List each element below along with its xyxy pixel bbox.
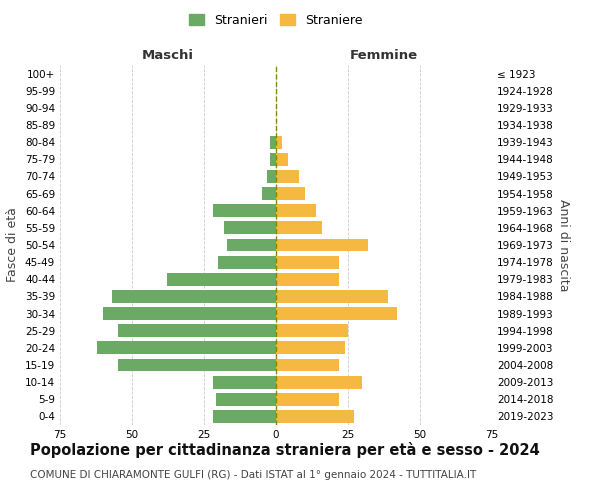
Bar <box>270 136 276 148</box>
Bar <box>262 187 276 200</box>
Bar <box>276 342 345 354</box>
Text: Popolazione per cittadinanza straniera per età e sesso - 2024: Popolazione per cittadinanza straniera p… <box>30 442 540 458</box>
Bar <box>212 204 276 217</box>
Bar <box>276 393 340 406</box>
Bar <box>276 273 340 285</box>
Bar <box>276 376 362 388</box>
Bar <box>276 290 388 303</box>
Bar <box>276 204 316 217</box>
Bar <box>268 170 276 183</box>
Text: Femmine: Femmine <box>350 48 418 62</box>
Bar <box>215 393 276 406</box>
Bar <box>103 307 276 320</box>
Bar <box>276 136 282 148</box>
Bar <box>276 153 287 166</box>
Y-axis label: Anni di nascita: Anni di nascita <box>557 198 570 291</box>
Legend: Stranieri, Straniere: Stranieri, Straniere <box>184 8 368 32</box>
Bar <box>167 273 276 285</box>
Bar <box>227 238 276 252</box>
Y-axis label: Fasce di età: Fasce di età <box>7 208 19 282</box>
Bar <box>270 153 276 166</box>
Bar <box>118 324 276 337</box>
Bar <box>212 410 276 423</box>
Text: COMUNE DI CHIARAMONTE GULFI (RG) - Dati ISTAT al 1° gennaio 2024 - TUTTITALIA.IT: COMUNE DI CHIARAMONTE GULFI (RG) - Dati … <box>30 470 476 480</box>
Bar <box>112 290 276 303</box>
Bar <box>276 222 322 234</box>
Bar <box>276 256 340 268</box>
Bar <box>224 222 276 234</box>
Bar <box>276 410 354 423</box>
Text: Maschi: Maschi <box>142 48 194 62</box>
Bar <box>276 170 299 183</box>
Bar <box>212 376 276 388</box>
Bar <box>218 256 276 268</box>
Bar <box>276 324 348 337</box>
Bar <box>276 307 397 320</box>
Bar <box>97 342 276 354</box>
Bar <box>276 358 340 372</box>
Bar <box>276 238 368 252</box>
Bar <box>118 358 276 372</box>
Bar <box>276 187 305 200</box>
